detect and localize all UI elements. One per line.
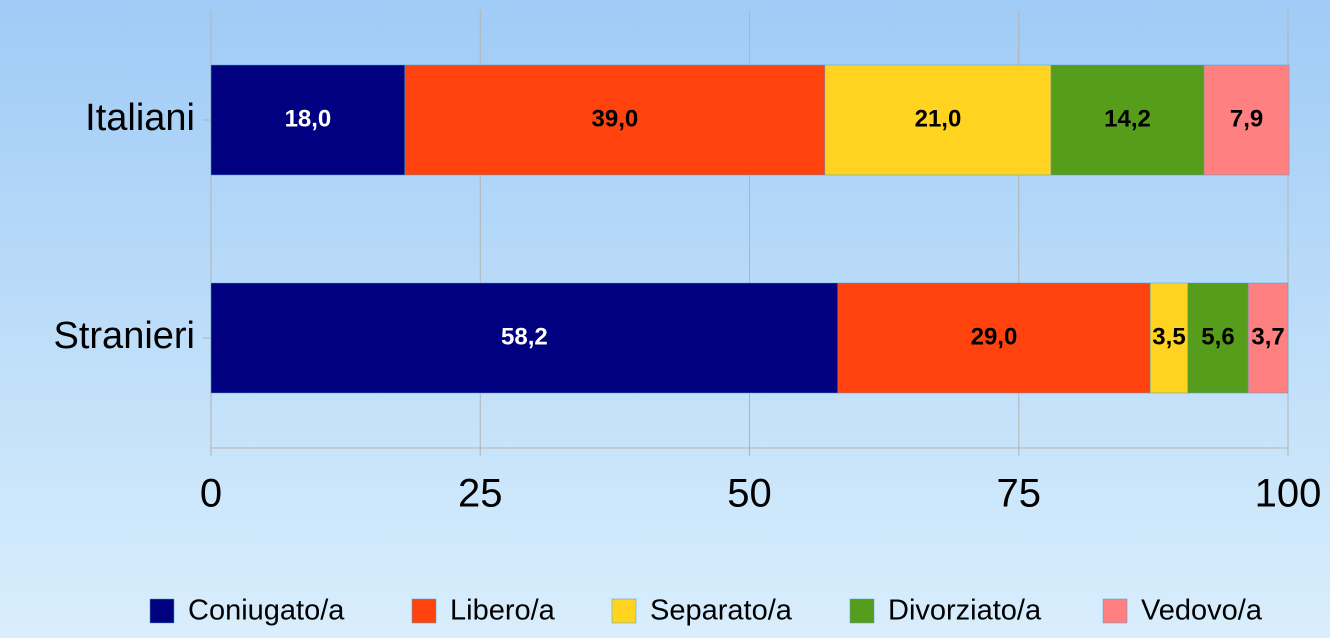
bar-segment bbox=[824, 64, 1052, 176]
legend-swatch bbox=[611, 598, 637, 624]
bar-segment bbox=[1203, 64, 1290, 176]
data-label: 3,7 bbox=[1251, 323, 1284, 350]
legend-label: Vedovo/a bbox=[1141, 595, 1263, 627]
legend-label: Separato/a bbox=[650, 595, 793, 627]
legend-swatch bbox=[411, 598, 437, 624]
data-label: 3,5 bbox=[1152, 323, 1185, 350]
x-tick-label: 25 bbox=[458, 472, 503, 516]
bar-segment bbox=[1149, 282, 1189, 394]
data-label: 5,6 bbox=[1201, 323, 1234, 350]
data-label: 39,0 bbox=[592, 105, 639, 132]
data-label: 14,2 bbox=[1104, 105, 1151, 132]
legend-swatch bbox=[1102, 598, 1128, 624]
legend-label: Divorziato/a bbox=[888, 595, 1042, 627]
bar-segment bbox=[210, 282, 839, 394]
legend-label: Coniugato/a bbox=[188, 595, 345, 627]
bar-segment bbox=[404, 64, 826, 176]
data-label: 21,0 bbox=[915, 105, 962, 132]
bar-segment bbox=[1187, 282, 1249, 394]
y-tick-label: Italiani bbox=[85, 97, 195, 139]
x-tick-label: 100 bbox=[1255, 472, 1322, 516]
data-label: 18,0 bbox=[285, 105, 332, 132]
bar-segment bbox=[1247, 282, 1289, 394]
x-tick-label: 0 bbox=[200, 472, 222, 516]
data-label: 58,2 bbox=[501, 323, 548, 350]
legend-label: Libero/a bbox=[450, 595, 556, 627]
legend-swatch bbox=[849, 598, 875, 624]
x-tick-label: 50 bbox=[727, 472, 772, 516]
y-tick-label: Stranieri bbox=[54, 315, 196, 357]
bar-segment bbox=[1050, 64, 1205, 176]
bar-segment bbox=[837, 282, 1151, 394]
data-label: 7,9 bbox=[1230, 105, 1263, 132]
x-tick-label: 75 bbox=[997, 472, 1042, 516]
legend-swatch bbox=[149, 598, 175, 624]
bar-segment bbox=[210, 64, 406, 176]
data-label: 29,0 bbox=[971, 323, 1018, 350]
